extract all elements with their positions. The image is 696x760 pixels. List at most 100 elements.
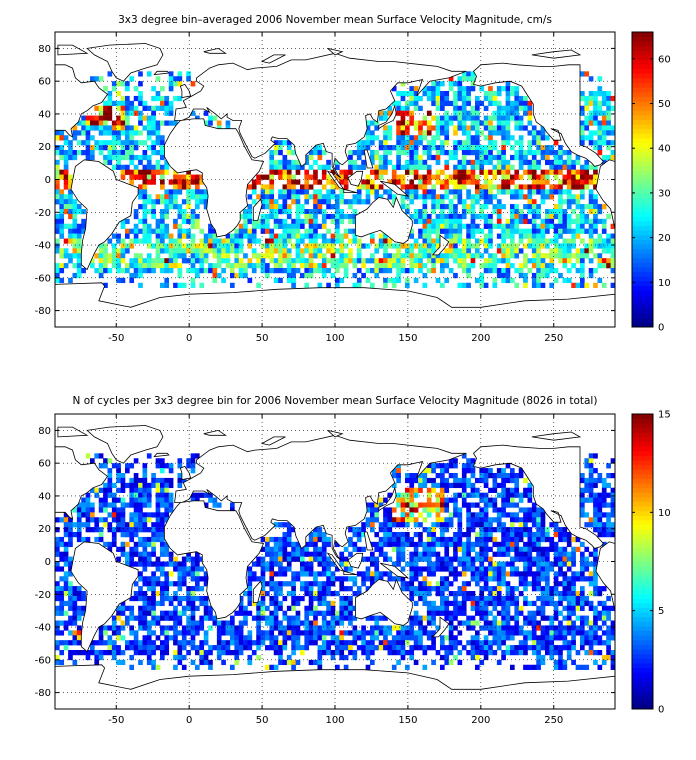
heatmap-cell: [313, 169, 318, 175]
heatmap-cell: [488, 95, 493, 102]
heatmap-cell: [470, 576, 476, 582]
heatmap-cell: [409, 100, 415, 107]
heatmap-cell: [138, 517, 143, 523]
heatmap-cell: [475, 115, 480, 121]
heatmap-cell: [470, 243, 476, 249]
heatmap-cell: [120, 150, 126, 156]
heatmap-cell: [216, 125, 222, 131]
heatmap-cell: [549, 536, 555, 543]
heatmap-cell: [457, 482, 463, 489]
heatmap-cell: [488, 517, 493, 523]
land-outline: [378, 104, 397, 130]
heatmap-cell: [177, 71, 183, 77]
heatmap-cell: [558, 223, 563, 229]
heatmap-cell: [55, 223, 60, 229]
heatmap-cell: [413, 218, 419, 225]
heatmap-cell: [593, 571, 598, 577]
heatmap-cell: [282, 238, 288, 244]
heatmap-cell: [247, 595, 253, 602]
heatmap-cell: [304, 194, 310, 200]
heatmap-cell: [129, 238, 135, 244]
heatmap-cell: [326, 581, 331, 587]
heatmap-cell: [76, 517, 82, 523]
heatmap-cell: [265, 272, 270, 279]
heatmap-cell: [531, 620, 537, 626]
heatmap-cell: [391, 145, 397, 151]
heatmap-cell: [601, 258, 607, 264]
heatmap-cell: [151, 473, 156, 479]
heatmap-cell: [129, 159, 135, 166]
heatmap-cell: [549, 522, 555, 528]
heatmap-cell: [440, 556, 445, 562]
heatmap-cell: [470, 159, 476, 166]
heatmap-cell: [111, 86, 117, 92]
heatmap-cell: [553, 213, 559, 220]
heatmap-cell: [304, 586, 310, 592]
heatmap-cell: [361, 556, 366, 562]
heatmap-cell: [256, 253, 261, 259]
heatmap-cell: [597, 140, 603, 146]
heatmap-cell: [553, 154, 559, 161]
heatmap-cell: [308, 586, 314, 592]
heatmap-cell: [505, 243, 511, 249]
heatmap-cell: [566, 541, 572, 548]
heatmap-cell: [391, 507, 397, 513]
heatmap-cell: [475, 135, 480, 141]
heatmap-cell: [370, 571, 375, 577]
heatmap-cell: [72, 209, 78, 215]
heatmap-cell: [335, 263, 340, 269]
heatmap-cell: [107, 492, 113, 498]
heatmap-cell: [461, 169, 467, 175]
colorbar-segment: [632, 110, 653, 116]
heatmap-cell: [120, 120, 126, 126]
heatmap-cell: [146, 223, 152, 229]
heatmap-cell: [282, 581, 288, 587]
heatmap-cell: [545, 527, 550, 533]
heatmap-cell: [444, 487, 450, 493]
heatmap-cell: [273, 209, 279, 215]
heatmap-cell: [444, 605, 450, 611]
heatmap-cell: [273, 610, 279, 616]
heatmap-cell: [492, 507, 498, 513]
heatmap-cell: [514, 100, 520, 107]
heatmap-cell: [151, 615, 156, 621]
heatmap-cell: [553, 228, 559, 234]
heatmap-cell: [269, 174, 275, 180]
heatmap-cell: [361, 532, 366, 538]
heatmap-cell: [269, 159, 275, 166]
heatmap-cell: [405, 209, 410, 215]
heatmap-cell: [199, 576, 205, 582]
heatmap-cell: [505, 179, 511, 185]
heatmap-cell: [190, 194, 196, 200]
heatmap-cell: [160, 492, 165, 498]
heatmap-cell: [413, 154, 419, 161]
heatmap-cell: [133, 541, 139, 548]
heatmap-cell: [203, 502, 209, 508]
heatmap-cell: [365, 277, 371, 284]
heatmap-cell: [514, 95, 520, 102]
heatmap-cell: [523, 95, 528, 102]
heatmap-cell: [63, 238, 69, 244]
heatmap-cell: [343, 263, 349, 269]
heatmap-cell: [409, 268, 415, 274]
heatmap-cell: [466, 76, 471, 82]
heatmap-cell: [326, 561, 331, 567]
heatmap-cell: [356, 248, 362, 254]
heatmap-cell: [523, 159, 528, 166]
heatmap-cell: [400, 130, 406, 136]
heatmap-cell: [55, 566, 60, 572]
heatmap-cell: [409, 507, 415, 513]
heatmap-cell: [479, 130, 485, 136]
heatmap-cell: [571, 282, 576, 288]
heatmap-cell: [238, 223, 244, 229]
heatmap-cell: [597, 238, 603, 244]
heatmap-cell: [453, 228, 458, 234]
heatmap-cell: [514, 512, 520, 518]
heatmap-cell: [238, 268, 244, 274]
heatmap-cell: [400, 140, 406, 146]
heatmap-cell: [317, 189, 323, 195]
heatmap-cell: [409, 243, 415, 249]
heatmap-cell: [584, 522, 590, 528]
heatmap-cell: [601, 100, 607, 107]
heatmap-cell: [146, 120, 152, 126]
